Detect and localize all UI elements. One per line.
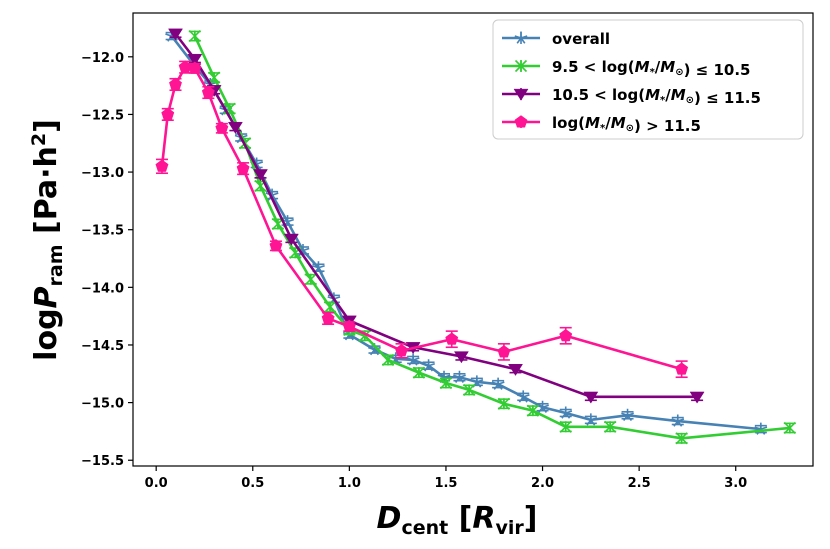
- data-point: [497, 345, 511, 358]
- data-point: [514, 59, 528, 73]
- data-point: [395, 343, 408, 357]
- data-point: [227, 121, 243, 134]
- y-tick-label: −15.5: [81, 454, 124, 469]
- data-point: [342, 319, 356, 333]
- data-point: [453, 351, 469, 364]
- data-point: [583, 391, 599, 404]
- data-point: [215, 121, 229, 134]
- y-tick-label: −15.0: [81, 397, 124, 412]
- legend-label: 9.5 < log(M*/M⊙) ≤ 10.5: [552, 58, 751, 79]
- x-axis-label: Dcent [Rvir]: [377, 501, 538, 539]
- data-point: [161, 107, 175, 120]
- data-point: [188, 29, 201, 43]
- data-point: [463, 383, 476, 396]
- series-3: [155, 60, 689, 379]
- axis-ticks: 0.0 0.5 1.0 1.5 2.0 2.5 3.0 −12.0 −12.5 −13.0 −13.…: [81, 51, 747, 491]
- data-point: [604, 420, 617, 433]
- legend-entry: log(M*/M⊙) > 11.5: [502, 114, 701, 135]
- y-axis-label: logPram [Pa·h2]: [28, 119, 67, 361]
- data-point: [312, 261, 325, 274]
- data-point: [188, 61, 202, 74]
- data-point: [208, 71, 221, 84]
- data-point: [253, 169, 268, 182]
- data-point: [168, 28, 183, 41]
- data-point: [675, 432, 688, 445]
- data-point: [559, 420, 572, 433]
- data-point: [497, 397, 510, 410]
- x-tick-label: 2.5: [628, 476, 651, 491]
- data-point: [296, 243, 310, 257]
- data-point: [514, 31, 528, 44]
- data-point: [155, 159, 169, 172]
- data-point: [169, 77, 182, 90]
- data-point: [304, 273, 317, 286]
- data-point: [283, 233, 299, 246]
- data-point: [439, 376, 453, 390]
- data-point: [559, 406, 573, 419]
- data-point: [671, 414, 685, 427]
- data-point: [406, 353, 420, 366]
- data-point: [422, 359, 435, 372]
- y-tick-label: −13.0: [81, 166, 124, 181]
- x-tick-label: 2.0: [531, 476, 554, 491]
- x-tick-label: 0.0: [145, 476, 168, 491]
- x-tick-label: 0.5: [241, 476, 264, 491]
- data-point: [526, 404, 539, 417]
- data-point: [508, 364, 523, 376]
- data-point: [201, 85, 215, 99]
- data-point: [514, 115, 528, 128]
- data-point: [584, 413, 598, 426]
- legend-label: log(M*/M⊙) > 11.5: [552, 114, 701, 135]
- data-point: [321, 311, 335, 324]
- x-tick-label: 1.5: [434, 476, 457, 491]
- data-point: [516, 390, 530, 403]
- data-point: [236, 161, 250, 175]
- data-point: [250, 157, 264, 170]
- legend-entry: 10.5 < log(M*/M⊙) ≤ 11.5: [502, 86, 761, 107]
- x-tick-label: 3.0: [724, 476, 747, 491]
- data-point: [187, 53, 203, 66]
- data-point: [381, 353, 395, 367]
- data-point: [269, 239, 283, 252]
- data-point: [675, 362, 689, 375]
- y-tick-label: −12.5: [81, 108, 124, 123]
- plot-area: [155, 28, 796, 445]
- data-point: [689, 391, 705, 404]
- y-tick-label: −12.0: [81, 51, 124, 66]
- data-point: [621, 408, 634, 422]
- legend-entry: overall: [502, 30, 610, 48]
- legend-entry: 9.5 < log(M*/M⊙) ≤ 10.5: [502, 58, 751, 79]
- series-line: [160, 65, 683, 371]
- data-point: [491, 377, 505, 390]
- data-point: [783, 421, 796, 435]
- data-point: [513, 88, 529, 101]
- legend-label: 10.5 < log(M*/M⊙) ≤ 11.5: [552, 86, 761, 107]
- data-point: [536, 400, 549, 413]
- data-point: [412, 366, 425, 379]
- y-tick-label: −14.5: [81, 339, 124, 354]
- legend: overall 9.5 < log(M*/M⊙) ≤ 10.5 10.5 < log…: [492, 19, 804, 140]
- data-point: [281, 215, 294, 228]
- series-line: [174, 32, 698, 399]
- y-tick-label: −13.5: [81, 224, 124, 239]
- data-point: [559, 328, 573, 342]
- y-tick-label: −14.0: [81, 281, 124, 296]
- data-point: [453, 370, 466, 383]
- data-point: [445, 332, 459, 345]
- x-tick-label: 1.0: [338, 476, 361, 491]
- data-point: [470, 375, 484, 388]
- data-point: [265, 188, 279, 201]
- data-point: [323, 300, 337, 313]
- legend-label: overall: [552, 30, 610, 48]
- axes-frame: [132, 12, 814, 467]
